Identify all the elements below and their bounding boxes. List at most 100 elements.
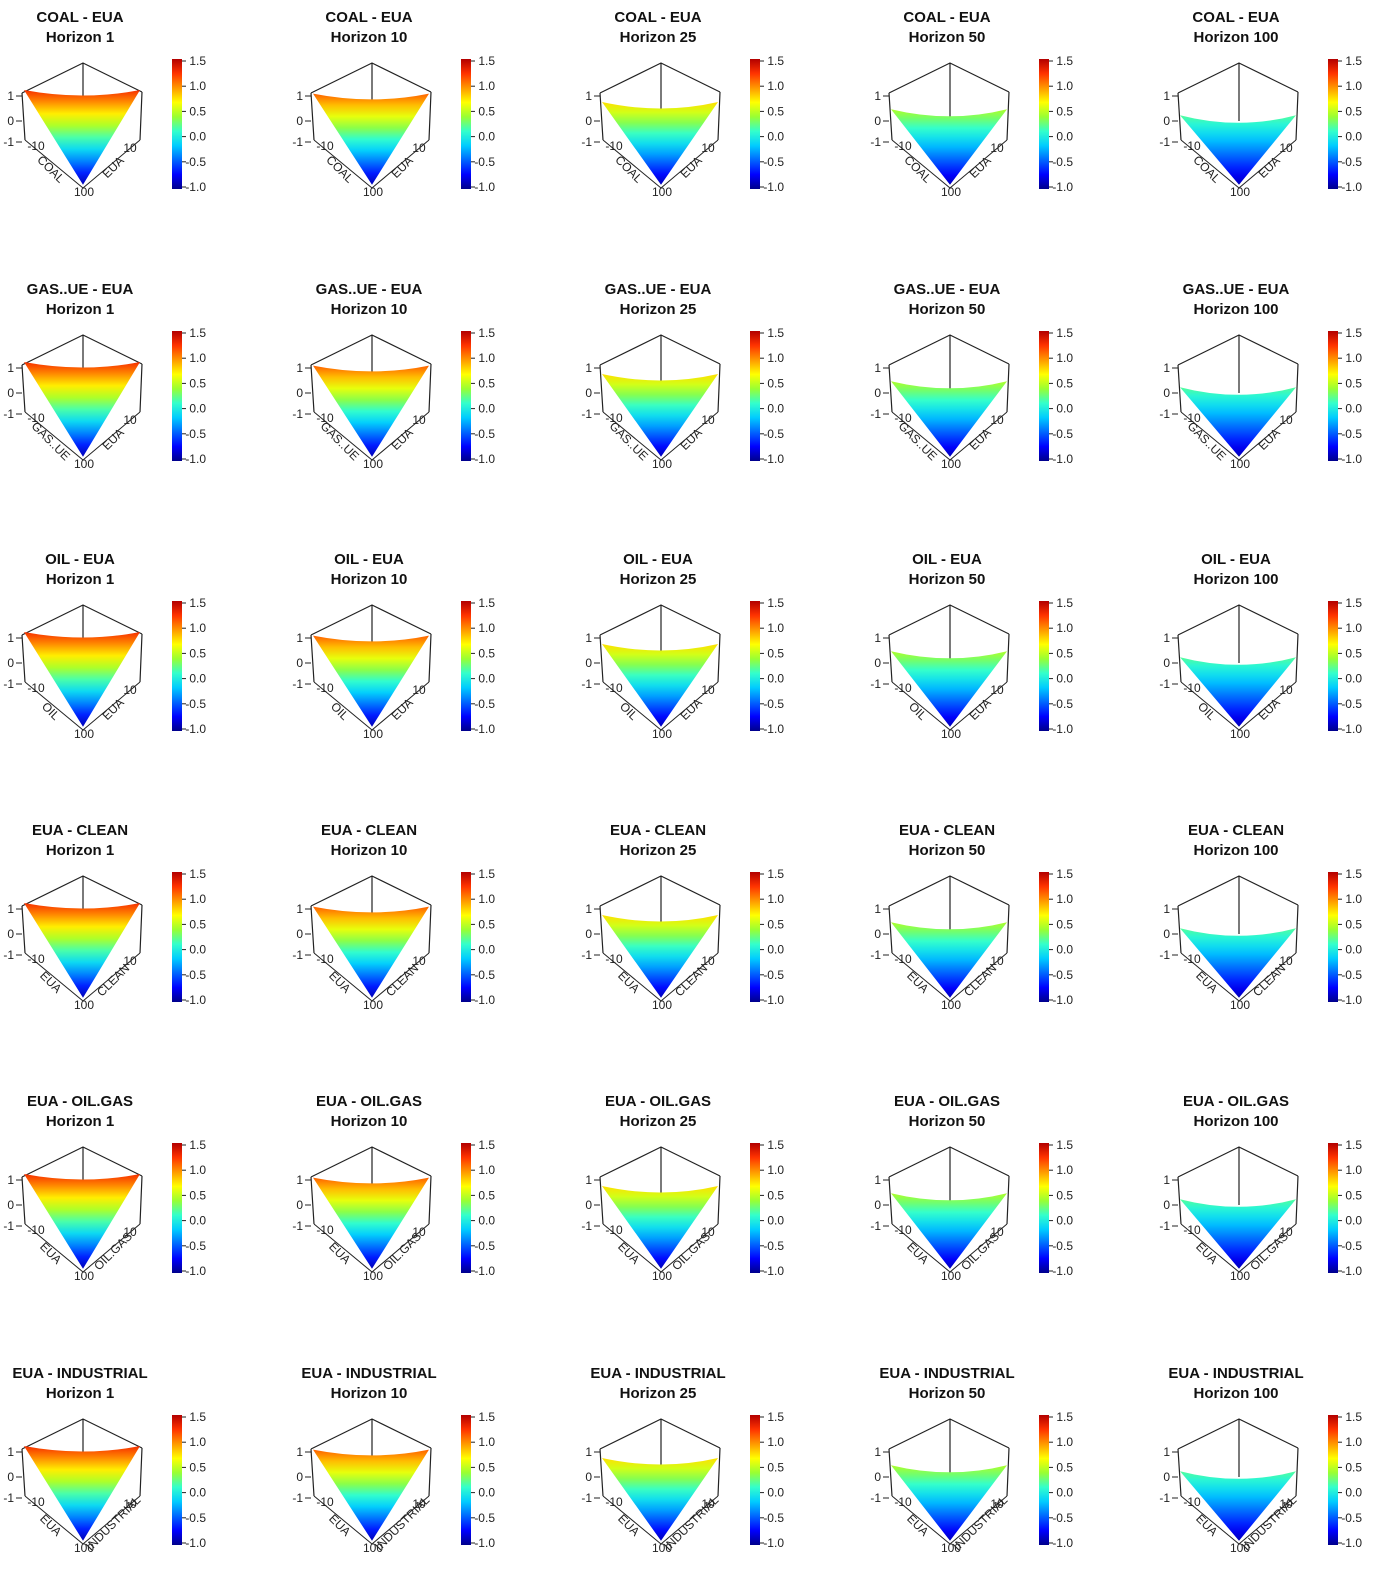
z-tick-label: 0: [296, 386, 303, 400]
colorbar-tick-label: -1.0: [1052, 452, 1073, 466]
panel-title: COAL - EUA: [903, 9, 991, 26]
colorbar-tick-label: 0.5: [767, 917, 784, 931]
y-tick-label: 10: [990, 413, 1004, 427]
colorbar-tick-label: -0.5: [763, 697, 784, 711]
colorbar-tick-label: -0.5: [474, 968, 495, 982]
colorbar-tick-label: 0.5: [189, 646, 206, 660]
colorbar-tick-label: -0.5: [1341, 427, 1362, 441]
colorbar-tick-label: -0.5: [1341, 155, 1362, 169]
colorbar-tick-label: 0.0: [767, 672, 784, 686]
z-tick-label: 0: [1163, 1198, 1170, 1212]
x-axis-label: COAL: [612, 153, 645, 186]
panel-subtitle: Horizon 10: [330, 29, 408, 46]
colorbar-tick-label: 0.5: [1056, 376, 1073, 390]
box-frame-front: [602, 1495, 719, 1545]
colorbar-tick-label: 0.0: [189, 943, 206, 957]
surface-panel: COAL - EUA Horizon 10 1 0 -1 COAL EUA 10 -10 100 1…: [289, 0, 559, 240]
colorbar-tick-label: 0.0: [767, 1486, 784, 1500]
z-tick-label: 1: [296, 361, 303, 375]
colorbar-tick-label: 1.0: [1056, 351, 1073, 365]
colorbar-tick-label: -0.5: [1052, 1511, 1073, 1525]
colorbar: [1039, 331, 1049, 461]
colorbar-tick-label: 1.0: [767, 79, 784, 93]
colorbar-tick-label: -1.0: [763, 180, 784, 194]
colorbar-tick-label: 1.5: [1345, 596, 1362, 610]
x-tick-label: -10: [605, 1495, 623, 1509]
panel-title: COAL - EUA: [614, 9, 702, 26]
colorbar: [172, 601, 182, 731]
x-axis-label: EUA: [326, 1239, 353, 1266]
colorbar-tick-label: -0.5: [763, 1511, 784, 1525]
colorbar-tick-label: -0.5: [763, 968, 784, 982]
x-tick-label: -10: [1183, 681, 1201, 695]
box-frame-back: [888, 875, 1010, 934]
y-tick-label: 10: [123, 413, 137, 427]
colorbar-tick-label: -0.5: [1052, 1239, 1073, 1253]
box-frame-front: [891, 681, 1008, 731]
panel-title: OIL - EUA: [334, 551, 404, 568]
colorbar-tick-label: 1.0: [1056, 1163, 1073, 1177]
colorbar-tick-label: 0.0: [189, 1486, 206, 1500]
colorbar-tick-label: 1.0: [1056, 621, 1073, 635]
x-axis-label: EUA: [615, 968, 642, 995]
x-axis-label: EUA: [615, 1239, 642, 1266]
colorbar-tick-label: 1.5: [1056, 54, 1073, 68]
x-axis-label: OIL: [617, 699, 641, 723]
y-axis-label: EUA: [677, 425, 704, 452]
surface-panel: EUA - CLEAN Horizon 100 1 0 -1 EUA CLEAN 10 -10 1…: [1156, 813, 1391, 1053]
surface: [891, 381, 1007, 457]
colorbar-tick-label: 1.5: [478, 54, 495, 68]
panel-subtitle: Horizon 50: [908, 29, 986, 46]
panel-subtitle: Horizon 1: [45, 1113, 115, 1130]
colorbar-tick-label: -0.5: [763, 1239, 784, 1253]
x-tick-label: -10: [316, 681, 334, 695]
box-frame-front: [313, 1495, 430, 1545]
surface: [602, 915, 718, 998]
colorbar-tick-label: -1.0: [763, 1264, 784, 1278]
x-tick-label: -10: [1183, 1223, 1201, 1237]
colorbar-tick-label: -1.0: [185, 180, 206, 194]
colorbar: [750, 1415, 760, 1545]
colorbar: [172, 331, 182, 461]
colorbar-tick-label: 0.5: [478, 646, 495, 660]
panel-title: EUA - CLEAN: [898, 822, 996, 839]
colorbar-tick-label: 0.0: [189, 1214, 206, 1228]
x-tick-label: -10: [605, 681, 623, 695]
surface-panel: EUA - OIL.GAS Horizon 100 1 0 -1 EUA OIL.GAS 10…: [1156, 1084, 1391, 1324]
surface-panel: OIL - EUA Horizon 10 1 0 -1 OIL EUA 10 -10 100 1.5…: [289, 542, 559, 782]
box-frame-front: [24, 952, 141, 1002]
panel-title: GAS..UE - EUA: [893, 281, 1001, 298]
panel-subtitle: Horizon 10: [330, 1113, 408, 1130]
colorbar-tick-label: 0.0: [478, 672, 495, 686]
z-tick-label: -1: [292, 407, 303, 421]
box-frame-sides: [888, 633, 1010, 683]
colorbar: [1328, 601, 1338, 731]
panel-title: EUA - CLEAN: [609, 822, 707, 839]
y-tick-label: 10: [123, 683, 137, 697]
colorbar-tick-label: 1.5: [478, 867, 495, 881]
y-axis-label: EUA: [388, 695, 415, 722]
colorbar-tick-label: 0.5: [1056, 104, 1073, 118]
colorbar-tick-label: -0.5: [1052, 968, 1073, 982]
colorbar-tick-label: 0.5: [478, 376, 495, 390]
box-frame-front: [313, 681, 430, 731]
front-tick-label: 100: [941, 727, 961, 741]
colorbar-tick-label: 1.0: [478, 79, 495, 93]
colorbar-tick-label: 1.5: [189, 54, 206, 68]
x-tick-label: -10: [1183, 952, 1201, 966]
colorbar-tick-label: -1.0: [474, 452, 495, 466]
colorbar-tick-label: 0.5: [189, 1460, 206, 1474]
colorbar-tick-label: 1.5: [767, 54, 784, 68]
z-tick-label: 0: [874, 927, 881, 941]
colorbar-tick-label: 1.0: [189, 892, 206, 906]
panel-title: GAS..UE - EUA: [604, 281, 712, 298]
